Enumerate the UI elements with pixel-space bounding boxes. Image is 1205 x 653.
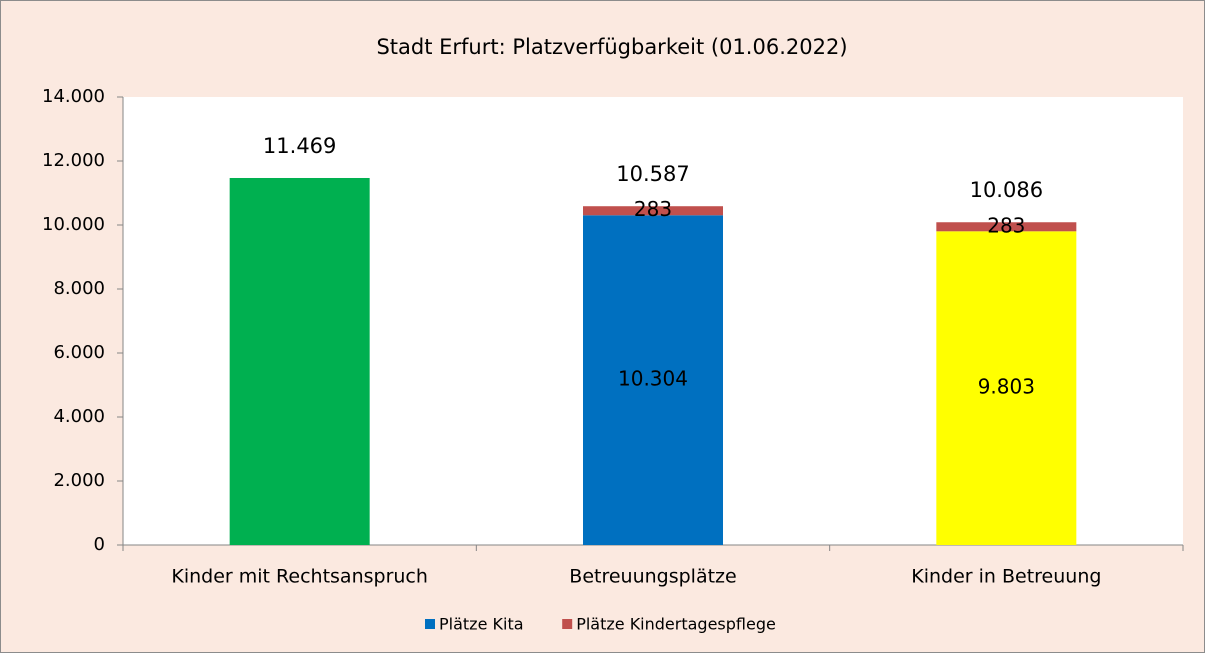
legend-swatch — [425, 619, 435, 629]
x-tick-label: Kinder mit Rechtsanspruch — [171, 566, 428, 588]
legend-label: Plätze Kita — [439, 615, 524, 634]
data-label: 283 — [987, 213, 1025, 237]
bar-segment — [583, 215, 723, 545]
bar-segment — [936, 222, 1077, 232]
y-tick-label: 6.000 — [53, 342, 105, 363]
y-tick-label: 12.000 — [42, 150, 105, 171]
data-label: 10.304 — [618, 367, 688, 391]
y-tick-label: 2.000 — [53, 470, 105, 491]
y-tick-label: 14.000 — [42, 86, 105, 107]
bar-segment — [936, 231, 1077, 545]
x-tick-label: Betreuungsplätze — [569, 566, 736, 588]
data-label: 283 — [634, 197, 672, 221]
legend-label: Plätze Kindertagespflege — [576, 615, 776, 634]
bar-segment — [583, 206, 723, 216]
chart-title: Stadt Erfurt: Platzverfügbarkeit (01.06.… — [376, 35, 847, 59]
y-tick-label: 10.000 — [42, 214, 105, 235]
total-label: 11.469 — [263, 134, 336, 158]
y-tick-label: 4.000 — [53, 406, 105, 427]
total-label: 10.086 — [970, 178, 1043, 202]
data-label: 9.803 — [978, 375, 1035, 399]
legend-swatch — [562, 619, 573, 629]
y-tick-label: 0 — [94, 534, 105, 555]
y-tick-label: 8.000 — [53, 278, 105, 299]
x-tick-label: Kinder in Betreuung — [911, 566, 1101, 588]
bar-segment — [229, 177, 370, 545]
total-label: 10.587 — [616, 162, 689, 186]
